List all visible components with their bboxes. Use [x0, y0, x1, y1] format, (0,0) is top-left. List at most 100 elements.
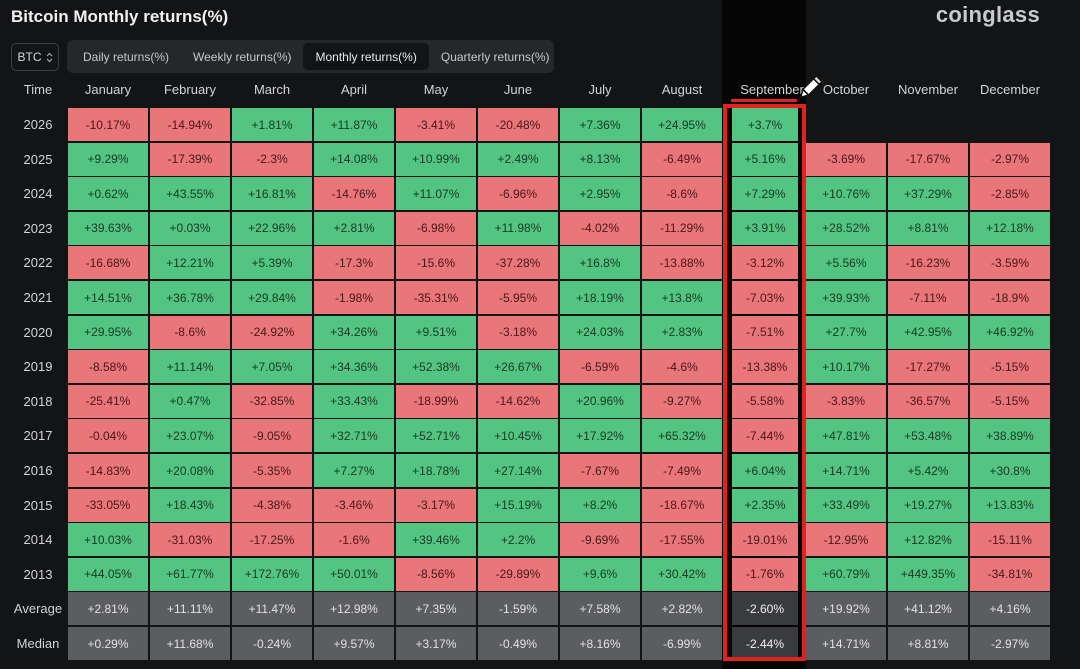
tab-daily-returns[interactable]: Daily returns(%) [83, 49, 170, 64]
return-cell: +5.56% [806, 246, 886, 280]
return-cell: -9.69% [560, 523, 640, 557]
return-cell: +11.11% [150, 592, 230, 626]
return-cell: +12.98% [314, 592, 394, 626]
return-cell: +53.48% [888, 419, 968, 453]
return-cell: +7.27% [314, 454, 394, 487]
return-cell: +47.81% [806, 419, 886, 453]
return-cell: -6.59% [560, 350, 640, 384]
return-cell: -8.56% [396, 557, 476, 591]
return-cell: +13.8% [642, 281, 722, 314]
return-cell: -17.55% [642, 523, 722, 557]
return-cell: +24.03% [560, 315, 640, 349]
return-cell: +6.04% [732, 454, 798, 487]
return-cell: -4.38% [232, 488, 312, 522]
return-cell: -17.27% [888, 350, 968, 384]
tab-weekly-returns[interactable]: Weekly returns(%) [193, 49, 292, 64]
return-cell: +2.35% [732, 488, 798, 522]
return-cell: -1.76% [732, 557, 798, 591]
return-cell: +12.18% [970, 211, 1050, 245]
row-label: 2019 [23, 359, 53, 375]
return-cell: +449.35% [888, 557, 968, 591]
column-header-april: April [340, 81, 367, 97]
column-header-december: December [980, 81, 1040, 97]
return-cell: -10.17% [68, 108, 148, 141]
return-cell: +13.83% [970, 488, 1050, 522]
return-cell: -5.95% [478, 281, 558, 314]
return-cell: +14.08% [314, 142, 394, 176]
return-cell: +60.79% [806, 557, 886, 591]
return-cell: +8.2% [560, 488, 640, 522]
return-cell: -29.89% [478, 557, 558, 591]
return-cell: +3.91% [732, 211, 798, 245]
period-tabs: Daily returns(%) Weekly returns(%) Month… [67, 40, 554, 73]
return-cell: -8.6% [150, 315, 230, 349]
return-cell: +2.81% [68, 592, 148, 626]
return-cell: -6.96% [478, 177, 558, 211]
brand-logo: coinglass [935, 2, 1040, 27]
row-label: 2022 [23, 255, 53, 271]
return-cell: -14.83% [68, 454, 148, 487]
return-cell: +9.6% [560, 557, 640, 591]
return-cell: -3.18% [478, 315, 558, 349]
return-cell: -3.59% [970, 246, 1050, 280]
return-cell: -3.83% [806, 384, 886, 418]
return-cell: -18.9% [970, 281, 1050, 314]
return-cell: -33.05% [68, 488, 148, 522]
return-cell: -7.67% [560, 454, 640, 487]
return-cell: +0.29% [68, 627, 148, 660]
page-title: Bitcoin Monthly returns(%) [11, 7, 229, 26]
pencil-icon [799, 74, 824, 99]
return-cell: +39.46% [396, 523, 476, 557]
return-cell: -7.49% [642, 454, 722, 487]
row-label: 2020 [23, 324, 53, 340]
row-label: 2016 [23, 463, 53, 478]
return-cell: -16.23% [888, 246, 968, 280]
return-cell: -34.81% [970, 557, 1050, 591]
row-label: 2017 [23, 428, 53, 444]
row-label: Average [13, 601, 63, 617]
return-cell: +26.67% [478, 350, 558, 384]
return-cell: +20.96% [560, 384, 640, 418]
return-cell: +11.87% [314, 108, 394, 141]
tab-monthly-returns[interactable]: Monthly returns(%) [303, 43, 429, 70]
updown-chevron-icon [46, 52, 53, 63]
return-cell: +7.36% [560, 108, 640, 141]
return-cell: +5.39% [232, 246, 312, 280]
return-cell: +17.92% [560, 419, 640, 453]
return-cell: +30.42% [642, 557, 722, 591]
return-cell: +8.81% [888, 627, 968, 660]
column-header-may: May [423, 81, 449, 97]
return-cell: -6.99% [642, 627, 722, 660]
column-header-january: January [84, 81, 132, 97]
return-cell: -3.17% [396, 488, 476, 522]
return-cell: +39.93% [806, 281, 886, 314]
return-cell: -24.92% [232, 315, 312, 349]
return-cell: +19.92% [806, 592, 886, 626]
return-cell: +2.49% [478, 142, 558, 176]
return-cell: +2.82% [642, 592, 722, 626]
return-cell: -2.60% [732, 592, 798, 626]
return-cell: +14.71% [806, 627, 886, 660]
return-cell: +61.77% [150, 557, 230, 591]
return-cell: -17.67% [888, 142, 968, 176]
return-cell: -18.67% [642, 488, 722, 522]
tab-quarterly-returns[interactable]: Quarterly returns(%) [440, 49, 550, 64]
return-cell: +11.47% [232, 592, 312, 626]
return-cell: -12.95% [806, 523, 886, 557]
return-cell: -1.98% [314, 281, 394, 314]
return-cell: +43.55% [150, 177, 230, 211]
return-cell: +0.47% [150, 384, 230, 418]
return-cell: +37.29% [888, 177, 968, 211]
return-cell: +42.95% [888, 315, 968, 349]
return-cell: +18.78% [396, 454, 476, 487]
row-label: 2023 [23, 220, 53, 236]
return-cell: +2.83% [642, 315, 722, 349]
asset-select[interactable]: BTC [11, 43, 59, 71]
return-cell: +19.27% [888, 488, 968, 522]
return-cell: +38.89% [970, 419, 1050, 453]
return-cell: +8.13% [560, 142, 640, 176]
return-cell: +5.16% [732, 142, 798, 176]
return-cell: +27.7% [806, 315, 886, 349]
return-cell: +2.95% [560, 177, 640, 211]
return-cell: +18.43% [150, 488, 230, 522]
